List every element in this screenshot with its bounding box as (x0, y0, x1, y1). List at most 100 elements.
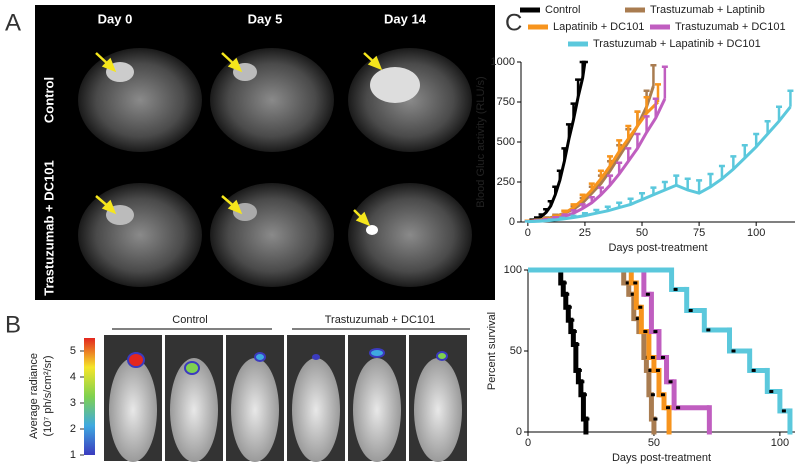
error-bar (565, 123, 572, 139)
error-bar (652, 97, 659, 118)
y-tick-label: 100 (504, 264, 522, 276)
x-tick-label: 50 (636, 227, 648, 239)
y-tick-label: 750 (497, 96, 515, 108)
error-bar (787, 89, 794, 107)
error-bar (604, 205, 611, 211)
error-bar (643, 115, 650, 133)
error-bar (730, 155, 737, 170)
x-tick-label: 25 (579, 227, 591, 239)
error-bar (579, 203, 586, 209)
y-tick-label: 0 (509, 216, 515, 228)
error-bar (616, 139, 623, 152)
error-bar (561, 147, 568, 162)
error-bar (570, 209, 577, 214)
error-bar (643, 95, 650, 114)
group-header: Trastuzumab + DC101 (325, 314, 436, 326)
error-bar (570, 214, 577, 218)
row-label: Trastuzumab + DC101 (41, 160, 56, 295)
error-bar (776, 105, 783, 122)
error-bar (561, 213, 568, 217)
legend-label: Trastuzumab + DC101 (675, 21, 786, 33)
legend-label: Control (545, 4, 580, 16)
column-header: Day 14 (384, 11, 427, 26)
error-bar (684, 177, 691, 190)
series-line (527, 61, 587, 223)
error-bar (588, 182, 595, 190)
error-bar (559, 216, 566, 220)
error-bar (538, 213, 545, 217)
panel-label: B (5, 311, 21, 338)
x-tick-label: 75 (693, 227, 705, 239)
y-tick-label: 500 (497, 136, 515, 148)
error-bar (616, 161, 623, 174)
error-bar (634, 110, 641, 126)
x-tick-label: 0 (525, 227, 531, 239)
panel-label: A (5, 9, 21, 36)
error-bar (764, 119, 771, 134)
colorbar-tick-label: 1 (70, 449, 76, 461)
error-bar (627, 197, 634, 205)
colorbar (84, 338, 95, 455)
colorbar-tick-label: 5 (70, 345, 76, 357)
error-bar (673, 174, 680, 186)
error-bar (718, 164, 725, 179)
column-header: Day 0 (98, 11, 133, 26)
x-tick-label: 100 (771, 437, 789, 449)
error-bar (625, 124, 632, 139)
error-bar (661, 180, 668, 190)
error-bar (616, 201, 623, 208)
x-tick-label: 0 (525, 437, 531, 449)
error-bar (741, 143, 748, 158)
error-bar (696, 179, 703, 194)
error-bar (753, 132, 760, 147)
error-bar (593, 208, 600, 214)
colorbar-title: Average radiance (28, 353, 40, 439)
error-bar (581, 211, 588, 216)
x-axis-label: Days post-treatment (608, 242, 707, 254)
error-bar (556, 169, 563, 181)
error-bar (552, 185, 559, 195)
error-bar (570, 203, 577, 208)
error-bar (607, 155, 614, 166)
error-bar (597, 169, 604, 179)
legend-label: Trastuzumab + Laptinib (650, 4, 765, 16)
error-bar (547, 218, 554, 221)
error-bar (579, 193, 586, 200)
x-axis-label: Days post-treatment (612, 452, 711, 464)
error-bar (625, 147, 632, 162)
error-bar (588, 195, 595, 203)
arrows (95, 52, 383, 227)
mri-images (78, 48, 472, 287)
error-bar (561, 209, 568, 214)
error-bar (650, 186, 657, 195)
panel-label: C (505, 9, 522, 36)
mouse-images (104, 335, 467, 462)
colorbar-tick-label: 3 (70, 397, 76, 409)
column-header: Day 5 (248, 11, 283, 26)
error-bar (707, 172, 714, 187)
error-bar (575, 78, 582, 98)
y-tick-label: 50 (510, 345, 522, 357)
error-bar (634, 132, 641, 149)
legend-label: Lapatinib + DC101 (553, 21, 644, 33)
legend-label: Trastuzumab + Lapatinib + DC101 (593, 38, 761, 50)
error-bar (543, 207, 550, 213)
colorbar-tick-label: 4 (70, 371, 76, 383)
error-bar (552, 215, 559, 219)
error-bar (597, 186, 604, 195)
y-tick-label: 250 (497, 176, 515, 188)
y-axis-label: Percent survival (486, 312, 498, 390)
error-bar (570, 102, 577, 120)
y-axis-label: Blood Gluc activity (RLU/s) (475, 76, 487, 207)
x-tick-label: 50 (648, 437, 660, 449)
y-tick-label: 0 (516, 426, 522, 438)
error-bar (547, 199, 554, 206)
error-bar (639, 191, 646, 200)
x-tick-label: 100 (747, 227, 765, 239)
error-bar (607, 174, 614, 186)
colorbar-tick-label: 2 (70, 423, 76, 435)
y-tick-label: 1000 (491, 56, 515, 68)
colorbar-unit: (10⁷ ph/s/cm²/sr) (42, 356, 54, 437)
row-label: Control (41, 77, 56, 123)
